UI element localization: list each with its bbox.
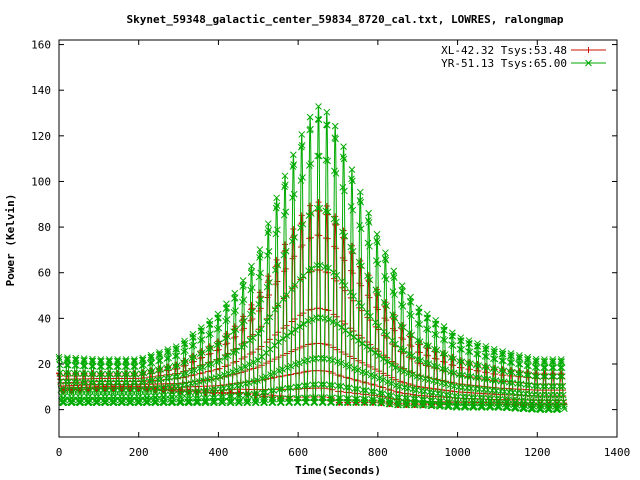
x-tick-label: 1200 — [524, 446, 551, 459]
x-tick-label: 1000 — [444, 446, 471, 459]
x-tick-label: 600 — [288, 446, 308, 459]
y-tick-label: 120 — [31, 130, 51, 143]
legend-marker — [585, 47, 592, 53]
x-tick-label: 200 — [129, 446, 149, 459]
y-tick-label: 160 — [31, 39, 51, 52]
y-axis: 0 20 40 60 80 100 120 140 160 — [31, 39, 617, 417]
y-axis-label: Power (Kelvin) — [4, 194, 17, 287]
y-tick-label: 60 — [38, 267, 51, 280]
y-tick-label: 140 — [31, 84, 51, 97]
y-tick-label: 20 — [38, 358, 51, 371]
plot-frame — [58, 39, 618, 438]
x-tick-label: 1400 — [604, 446, 631, 459]
series-2 — [55, 103, 568, 413]
legend-label: XL-42.32 Tsys:53.48 — [441, 44, 567, 57]
x-axis: 0 200 400 600 800 1000 1200 1400 — [56, 40, 631, 459]
y-tick-label: 0 — [44, 404, 51, 417]
y-tick-label: 40 — [38, 312, 51, 325]
legend-label: YR-51.13 Tsys:65.00 — [441, 57, 567, 70]
legend-marker — [585, 59, 592, 67]
x-tick-label: 800 — [368, 446, 388, 459]
x-axis-label: Time(Seconds) — [295, 464, 381, 477]
chart-title: Skynet_59348_galactic_center_59834_8720_… — [126, 13, 563, 26]
y-tick-label: 100 — [31, 175, 51, 188]
x-tick-label: 0 — [56, 446, 63, 459]
x-tick-label: 400 — [208, 446, 228, 459]
y-tick-label: 80 — [38, 221, 51, 234]
series-layer — [55, 103, 568, 413]
